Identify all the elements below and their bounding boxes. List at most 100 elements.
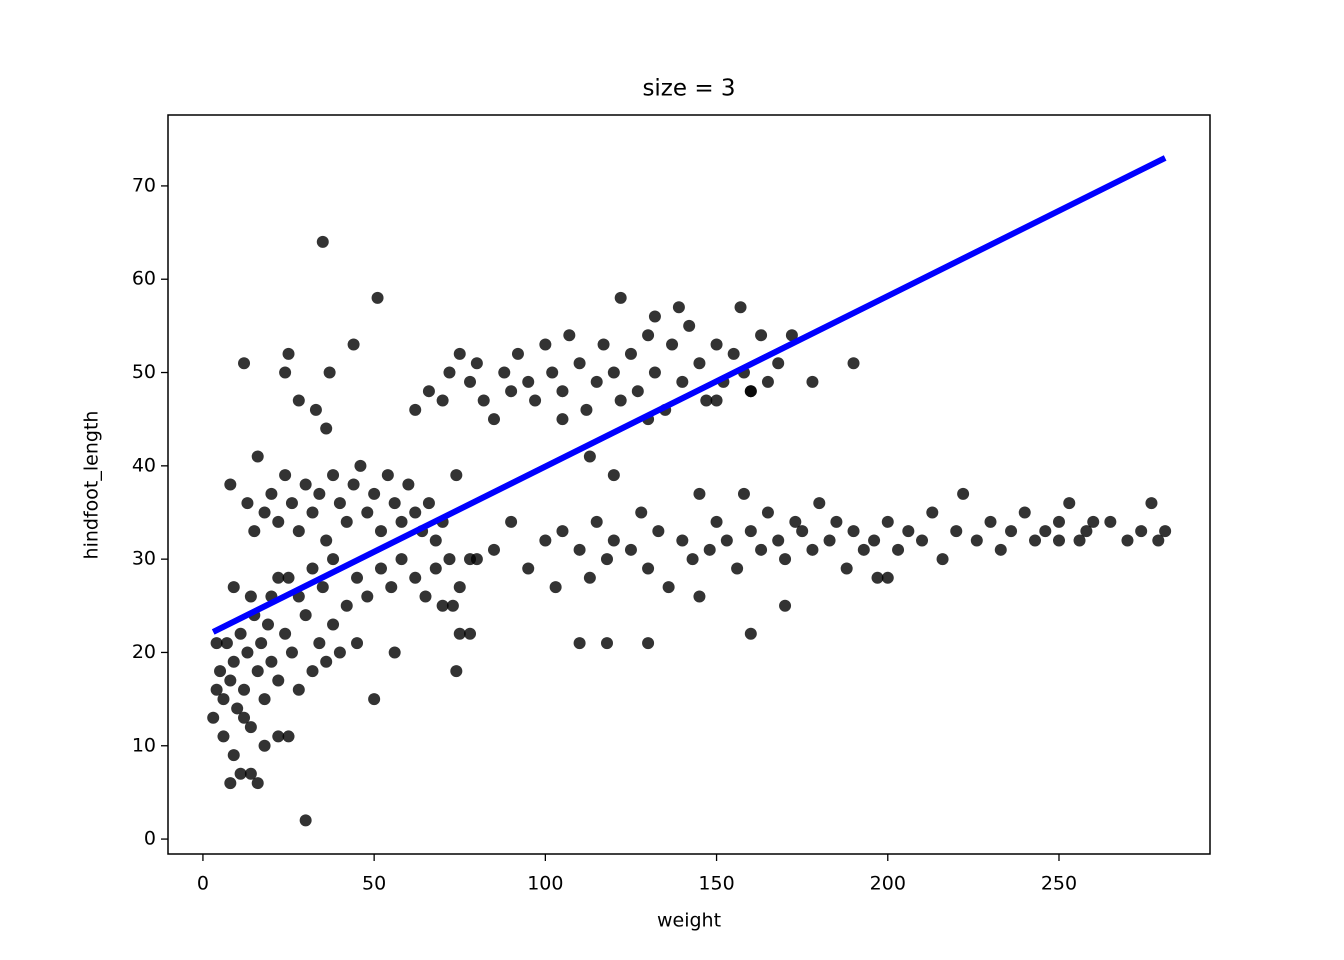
point: [549, 581, 562, 594]
point: [238, 357, 251, 370]
point: [351, 637, 364, 650]
point: [1029, 534, 1042, 547]
point: [1104, 515, 1117, 528]
point: [744, 525, 757, 538]
point: [744, 385, 757, 398]
point: [556, 413, 569, 426]
point: [539, 338, 552, 351]
point: [217, 730, 230, 743]
point: [556, 385, 569, 398]
point: [672, 301, 685, 314]
point: [446, 599, 459, 612]
point: [693, 487, 706, 500]
point: [419, 590, 432, 603]
point: [772, 534, 785, 547]
point: [238, 711, 251, 724]
point: [354, 459, 367, 472]
point: [292, 683, 305, 696]
point: [244, 767, 257, 780]
point: [823, 534, 836, 547]
point: [772, 357, 785, 370]
point: [970, 534, 983, 547]
point: [255, 637, 268, 650]
point: [333, 646, 346, 659]
point: [796, 525, 809, 538]
point: [600, 637, 613, 650]
point: [443, 366, 456, 379]
point: [1073, 534, 1086, 547]
point: [546, 366, 559, 379]
y-tick-label: 60: [132, 268, 156, 290]
point: [453, 581, 466, 594]
point: [381, 469, 394, 482]
point: [282, 730, 295, 743]
point: [429, 562, 442, 575]
point: [511, 347, 524, 360]
point: [316, 581, 329, 594]
point: [361, 590, 374, 603]
point: [368, 693, 381, 706]
point: [652, 525, 665, 538]
point: [231, 702, 244, 715]
point: [1018, 506, 1031, 519]
point: [607, 534, 620, 547]
point: [600, 553, 613, 566]
point: [340, 599, 353, 612]
point: [648, 310, 661, 323]
point: [258, 693, 271, 706]
point: [813, 497, 826, 510]
point: [464, 553, 477, 566]
point: [902, 525, 915, 538]
point: [1063, 497, 1076, 510]
point: [409, 403, 422, 416]
point: [282, 571, 295, 584]
point: [1145, 497, 1158, 510]
point: [385, 581, 398, 594]
x-tick-label: 0: [197, 873, 209, 895]
point: [422, 385, 435, 398]
point: [279, 366, 292, 379]
point: [539, 534, 552, 547]
point: [710, 394, 723, 407]
point: [244, 590, 257, 603]
point: [371, 291, 384, 304]
point: [710, 338, 723, 351]
point: [224, 674, 237, 687]
point: [374, 562, 387, 575]
point: [333, 497, 346, 510]
point: [241, 497, 254, 510]
point: [590, 515, 603, 528]
point: [422, 497, 435, 510]
y-tick-label: 10: [132, 734, 156, 756]
point: [224, 478, 237, 491]
point: [320, 655, 333, 668]
point: [871, 571, 884, 584]
point: [779, 599, 792, 612]
point: [214, 665, 227, 678]
point: [892, 543, 905, 556]
point: [662, 581, 675, 594]
point: [299, 814, 312, 827]
point: [1152, 534, 1165, 547]
point: [614, 291, 627, 304]
point: [207, 711, 220, 724]
point: [916, 534, 929, 547]
point: [347, 338, 360, 351]
point: [224, 777, 237, 790]
point: [292, 525, 305, 538]
point: [241, 646, 254, 659]
point: [340, 515, 353, 528]
point: [251, 450, 264, 463]
point: [676, 375, 689, 388]
point: [244, 721, 257, 734]
axes-frame: [167, 114, 1211, 855]
point: [847, 525, 860, 538]
point: [522, 375, 535, 388]
point: [563, 329, 576, 342]
point: [388, 497, 401, 510]
point: [248, 525, 261, 538]
point: [272, 515, 285, 528]
y-tick-label: 50: [132, 361, 156, 383]
point: [573, 637, 586, 650]
point: [984, 515, 997, 528]
